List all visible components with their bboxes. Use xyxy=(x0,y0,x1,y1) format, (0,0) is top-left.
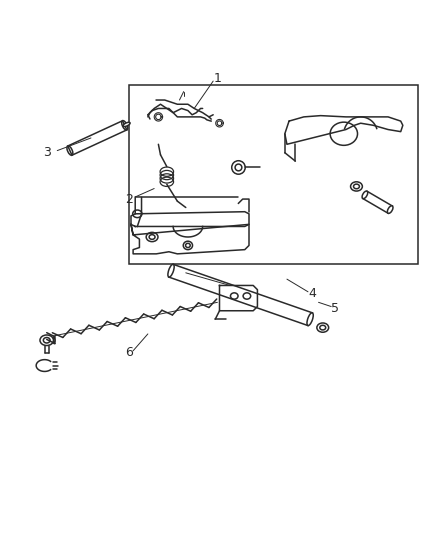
Ellipse shape xyxy=(350,182,361,191)
Polygon shape xyxy=(169,264,311,326)
Text: 5: 5 xyxy=(331,302,339,315)
Ellipse shape xyxy=(306,313,313,326)
Ellipse shape xyxy=(231,161,245,174)
Text: 3: 3 xyxy=(42,146,50,159)
Ellipse shape xyxy=(123,123,130,126)
Text: 2: 2 xyxy=(125,192,133,206)
Ellipse shape xyxy=(167,264,174,277)
Text: 1: 1 xyxy=(213,72,221,85)
Bar xyxy=(129,85,417,264)
Ellipse shape xyxy=(361,191,367,199)
Polygon shape xyxy=(362,191,392,213)
Ellipse shape xyxy=(53,337,55,344)
Ellipse shape xyxy=(386,206,392,213)
Text: 6: 6 xyxy=(125,346,133,359)
Polygon shape xyxy=(67,121,127,155)
Ellipse shape xyxy=(316,323,328,332)
Text: 4: 4 xyxy=(307,287,315,301)
Ellipse shape xyxy=(40,335,53,345)
